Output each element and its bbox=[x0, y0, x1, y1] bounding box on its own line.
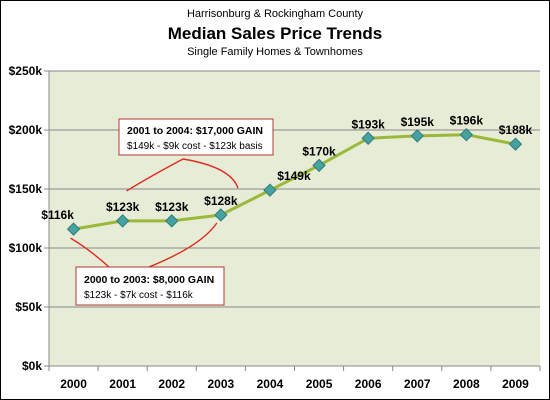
annotation-line2: $149k - $9k cost - $123k basis bbox=[127, 141, 263, 152]
annotation-line1: 2001 to 2004: $17,000 GAIN bbox=[127, 125, 263, 137]
data-label: $195k bbox=[401, 115, 435, 129]
data-point bbox=[410, 129, 424, 143]
annotation-arrow bbox=[70, 237, 110, 268]
x-tick-label: 2006 bbox=[355, 377, 382, 391]
x-tick-label: 2002 bbox=[158, 377, 185, 391]
annotation-box bbox=[118, 118, 274, 156]
data-point bbox=[115, 214, 130, 228]
data-point bbox=[214, 208, 228, 222]
annotation-line1: 2000 to 2003: $8,000 GAIN bbox=[84, 274, 214, 286]
x-tick-label: 2005 bbox=[306, 377, 333, 391]
x-tick-label: 2001 bbox=[109, 377, 136, 391]
chart-pretitle: Harrisonburg & Rockingham County bbox=[187, 8, 364, 20]
x-axis-ticks: 2000 2001 2002 2003 2004 2005 2006 2007 2008 2009 bbox=[48, 365, 541, 391]
y-axis-ticks: $0k $50k $100k $150k $200k $250k bbox=[9, 64, 50, 373]
data-point bbox=[459, 128, 474, 142]
x-tick-label: 2007 bbox=[404, 377, 431, 391]
data-point bbox=[165, 214, 179, 228]
data-label: $170k bbox=[302, 144, 336, 158]
annotation-box bbox=[75, 266, 225, 306]
annotation-box-2001-2004: 2001 to 2004: $17,000 GAIN $149k - $9k c… bbox=[118, 118, 274, 156]
x-tick-label: 2000 bbox=[60, 377, 87, 391]
annotation-box-2000-2003: 2000 to 2003: $8,000 GAIN $123k - $7k co… bbox=[75, 266, 225, 306]
data-label: $193k bbox=[351, 117, 385, 131]
y-tick-label: $100k bbox=[9, 241, 43, 255]
data-point bbox=[508, 137, 523, 151]
y-tick-label: $250k bbox=[9, 64, 43, 78]
data-label: $123k bbox=[155, 200, 189, 214]
data-labels: $116k $123k $123k $128k $149k $170k $193k $195k… bbox=[41, 114, 532, 222]
y-tick-label: $200k bbox=[9, 123, 43, 137]
series-line bbox=[73, 133, 516, 231]
data-label: $149k bbox=[277, 169, 311, 183]
data-point bbox=[263, 183, 277, 197]
annotation-arrows bbox=[70, 158, 239, 268]
annotation-arrow bbox=[182, 158, 239, 189]
chart-subtitle: Single Family Homes & Townhomes bbox=[187, 46, 363, 58]
x-tick-label: 2003 bbox=[207, 377, 234, 391]
annotation-line2: $123k - $7k cost - $116k bbox=[84, 290, 194, 301]
y-tick-label: $150k bbox=[9, 182, 43, 196]
data-point bbox=[312, 158, 326, 173]
data-label: $123k bbox=[106, 200, 140, 214]
annotation-arrow bbox=[126, 158, 184, 192]
data-label: $116k bbox=[41, 208, 74, 222]
chart-title: Median Sales Price Trends bbox=[168, 24, 382, 43]
x-tick-label: 2004 bbox=[257, 377, 284, 391]
series-markers bbox=[66, 128, 523, 236]
data-label: $128k bbox=[204, 194, 238, 208]
data-label: $188k bbox=[499, 123, 533, 137]
annotation-arrow bbox=[148, 222, 218, 268]
x-tick-label: 2008 bbox=[453, 377, 480, 391]
data-point bbox=[66, 222, 81, 236]
y-tick-label: $50k bbox=[15, 300, 42, 314]
y-tick-label: $0k bbox=[22, 359, 42, 373]
data-label: $196k bbox=[450, 114, 484, 128]
data-point bbox=[361, 131, 375, 145]
x-tick-label: 2009 bbox=[502, 377, 529, 391]
